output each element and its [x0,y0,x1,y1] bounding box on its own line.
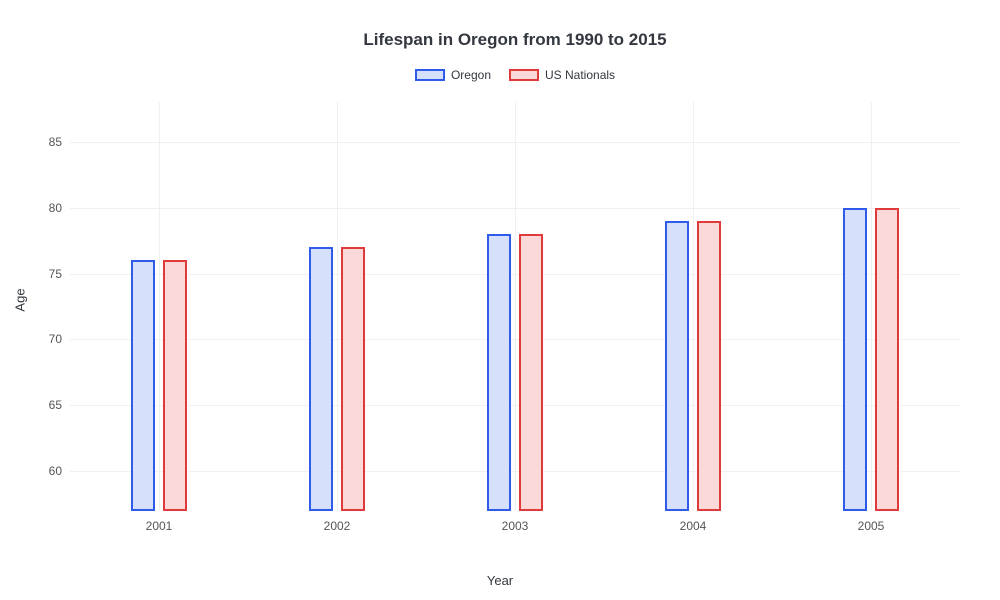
x-axis-label: Year [487,573,513,588]
bar-us-nationals[interactable] [519,234,544,511]
x-tick-label: 2002 [324,519,351,533]
y-tick-label: 85 [38,135,62,149]
vgridline [159,102,160,511]
vgridline [515,102,516,511]
legend-swatch-us-nationals [509,69,539,81]
plot-area: 60657075808520012002200320042005 [70,102,960,512]
bar-oregon[interactable] [487,234,512,511]
bar-oregon[interactable] [665,221,690,511]
legend-item-oregon[interactable]: Oregon [415,68,491,82]
y-tick-label: 65 [38,398,62,412]
legend-label-us-nationals: US Nationals [545,68,615,82]
bar-oregon[interactable] [843,208,868,511]
legend-label-oregon: Oregon [451,68,491,82]
bar-us-nationals[interactable] [875,208,900,511]
legend-item-us-nationals[interactable]: US Nationals [509,68,615,82]
chart-title: Lifespan in Oregon from 1990 to 2015 [70,30,960,50]
x-tick-label: 2005 [858,519,885,533]
vgridline [693,102,694,511]
vgridline [337,102,338,511]
chart-legend: Oregon US Nationals [70,68,960,82]
bar-us-nationals[interactable] [697,221,722,511]
y-tick-label: 60 [38,464,62,478]
chart-container: Lifespan in Oregon from 1990 to 2015 Ore… [0,0,1000,600]
x-tick-label: 2003 [502,519,529,533]
bar-oregon[interactable] [131,260,156,511]
vgridline [871,102,872,511]
x-tick-label: 2004 [680,519,707,533]
y-axis-label: Age [13,288,28,311]
y-tick-label: 75 [38,267,62,281]
y-tick-label: 70 [38,332,62,346]
bar-us-nationals[interactable] [163,260,188,511]
legend-swatch-oregon [415,69,445,81]
y-tick-label: 80 [38,201,62,215]
bar-us-nationals[interactable] [341,247,366,511]
bar-oregon[interactable] [309,247,334,511]
x-tick-label: 2001 [146,519,173,533]
